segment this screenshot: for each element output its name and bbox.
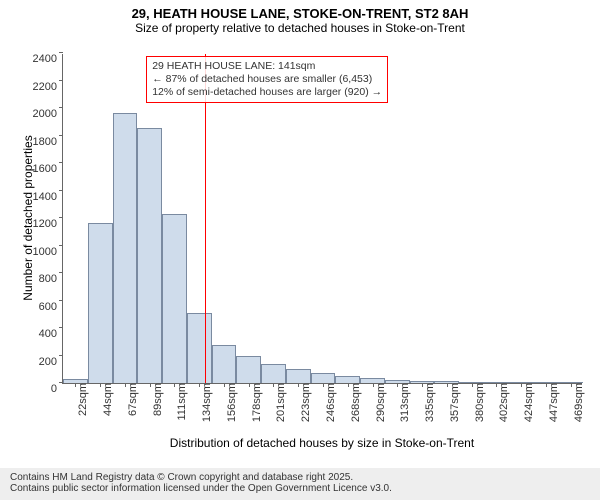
x-tick-label: 313sqm — [397, 383, 411, 422]
histogram-bar — [286, 369, 311, 383]
x-tick-label: 335sqm — [422, 383, 436, 422]
y-tick-label: 1000 — [33, 246, 63, 258]
y-tick-mark — [59, 300, 63, 301]
x-tick-label: 223sqm — [298, 383, 312, 422]
y-tick-mark — [59, 217, 63, 218]
plot-area: 0200400600800100012001400160018002000220… — [62, 54, 582, 384]
annotation-line: 29 HEATH HOUSE LANE: 141sqm — [152, 60, 382, 73]
annotation-line: ← 87% of detached houses are smaller (6,… — [152, 73, 382, 86]
page-title: 29, HEATH HOUSE LANE, STOKE-ON-TRENT, ST… — [0, 0, 600, 21]
x-tick-label: 402sqm — [496, 383, 510, 422]
histogram-bar — [311, 373, 336, 383]
x-tick-label: 89sqm — [150, 383, 164, 416]
chart-container: 29, HEATH HOUSE LANE, STOKE-ON-TRENT, ST… — [0, 0, 600, 500]
page-subtitle: Size of property relative to detached ho… — [0, 21, 600, 35]
y-tick-label: 1400 — [33, 191, 63, 203]
x-tick-label: 290sqm — [373, 383, 387, 422]
y-tick-mark — [59, 52, 63, 53]
y-tick-label: 1600 — [33, 163, 63, 175]
x-tick-label: 246sqm — [323, 383, 337, 422]
y-tick-label: 400 — [39, 328, 63, 340]
y-tick-mark — [59, 80, 63, 81]
annotation-box: 29 HEATH HOUSE LANE: 141sqm← 87% of deta… — [146, 56, 388, 103]
y-tick-label: 0 — [51, 383, 63, 395]
y-tick-label: 2200 — [33, 81, 63, 93]
histogram-bar — [187, 313, 212, 383]
y-tick-mark — [59, 135, 63, 136]
histogram-bar — [88, 223, 113, 383]
x-tick-label: 178sqm — [249, 383, 263, 422]
x-tick-label: 424sqm — [521, 383, 535, 422]
x-tick-label: 44sqm — [100, 383, 114, 416]
x-tick-label: 22sqm — [75, 383, 89, 416]
x-tick-label: 134sqm — [199, 383, 213, 422]
histogram-bar — [261, 364, 286, 383]
footer: Contains HM Land Registry data © Crown c… — [0, 468, 600, 500]
x-tick-label: 111sqm — [174, 383, 188, 421]
y-tick-label: 200 — [39, 356, 63, 368]
y-tick-label: 1800 — [33, 136, 63, 148]
y-tick-mark — [59, 355, 63, 356]
y-tick-mark — [59, 272, 63, 273]
y-tick-label: 2400 — [33, 53, 63, 65]
histogram-bar — [212, 345, 237, 383]
x-tick-label: 469sqm — [571, 383, 585, 422]
x-tick-label: 156sqm — [224, 383, 238, 422]
y-tick-mark — [59, 162, 63, 163]
y-tick-label: 2000 — [33, 108, 63, 120]
x-tick-label: 380sqm — [472, 383, 486, 422]
y-tick-mark — [59, 190, 63, 191]
histogram-bar — [113, 113, 138, 383]
histogram-bar — [162, 214, 187, 383]
x-tick-label: 357sqm — [447, 383, 461, 422]
x-tick-label: 67sqm — [125, 383, 139, 416]
y-tick-label: 1200 — [33, 218, 63, 230]
y-tick-label: 800 — [39, 273, 63, 285]
histogram-bar — [137, 128, 162, 383]
x-axis-label: Distribution of detached houses by size … — [62, 436, 582, 450]
y-axis-label: Number of detached properties — [21, 28, 35, 408]
x-tick-label: 201sqm — [273, 383, 287, 422]
y-tick-mark — [59, 327, 63, 328]
footer-line-1: Contains HM Land Registry data © Crown c… — [10, 472, 590, 483]
y-tick-mark — [59, 245, 63, 246]
y-tick-label: 600 — [39, 301, 63, 313]
x-tick-label: 447sqm — [546, 383, 560, 422]
histogram-bar — [335, 376, 360, 383]
footer-line-2: Contains public sector information licen… — [10, 483, 590, 494]
annotation-line: 12% of semi-detached houses are larger (… — [152, 86, 382, 99]
y-tick-mark — [59, 107, 63, 108]
histogram-bar — [236, 356, 261, 384]
x-tick-label: 268sqm — [348, 383, 362, 422]
